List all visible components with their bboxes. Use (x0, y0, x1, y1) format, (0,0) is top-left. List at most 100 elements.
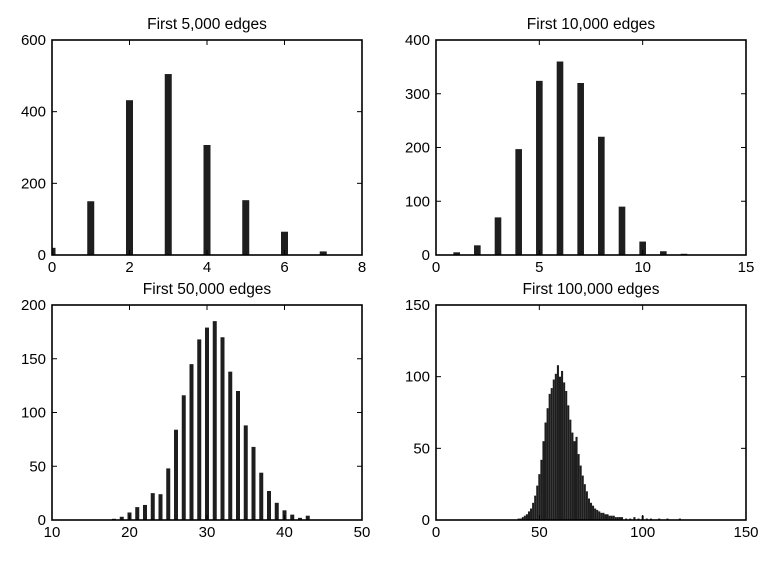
x-tick-label: 50 (354, 524, 371, 541)
y-tick-label: 600 (21, 32, 46, 49)
chart-title: First 10,000 edges (527, 16, 656, 33)
histogram-bar (527, 511, 531, 520)
histogram-bar (174, 429, 178, 520)
histogram-bar (521, 517, 524, 520)
histogram-bar (251, 446, 256, 520)
histogram-bar (544, 422, 547, 520)
histogram-bar (546, 408, 549, 520)
histogram-bar (536, 80, 543, 255)
x-tick-label: 4 (203, 259, 211, 276)
histogram-bar (610, 515, 613, 520)
histogram-bar (614, 517, 617, 520)
histogram-bar (577, 454, 580, 520)
histogram-bar (290, 514, 295, 521)
x-tick-label: 15 (738, 259, 755, 276)
y-tick-label: 0 (422, 512, 430, 529)
x-tick-label: 0 (48, 259, 56, 276)
histogram-bar (281, 231, 288, 255)
histogram-bar (205, 327, 209, 520)
histogram-bar (494, 217, 502, 256)
histogram-bar (594, 508, 597, 520)
histogram-bar (166, 468, 171, 520)
histogram-bar (618, 206, 626, 256)
histogram-bar (552, 379, 555, 520)
y-tick-label: 300 (405, 86, 430, 103)
histogram-bar (579, 465, 582, 520)
histogram-bar (550, 388, 553, 520)
histogram-bar (581, 475, 584, 520)
histogram-bar (540, 459, 543, 520)
y-tick-label: 400 (405, 32, 430, 49)
x-tick-label: 40 (276, 524, 293, 541)
histogram-bar (616, 517, 619, 520)
histogram-bar (523, 515, 526, 520)
histogram-bar (567, 405, 570, 520)
histogram-bar (583, 484, 586, 520)
histogram-bar (236, 391, 240, 520)
y-tick-label: 200 (405, 140, 430, 157)
histogram-bar (600, 512, 603, 520)
x-tick-label: 0 (432, 524, 440, 541)
histogram-bar (608, 515, 611, 520)
histogram-bar (556, 365, 559, 520)
histogram-bar (561, 370, 564, 520)
x-tick-label: 100 (630, 524, 655, 541)
histogram-bar (604, 514, 607, 520)
histogram-bar (453, 252, 460, 255)
y-tick-label: 100 (21, 405, 46, 422)
histogram-bar (164, 74, 172, 255)
histogram-bar (212, 321, 217, 521)
histogram-bar (573, 441, 576, 520)
histogram-bar (558, 376, 562, 520)
histogram-bar (554, 373, 557, 520)
x-tick-label: 8 (358, 259, 366, 276)
panel-first-50000-edges: First 50,000 edges 10 20 30 40 50 0 50 100 150 20… (21, 281, 370, 541)
histogram-bar (577, 83, 584, 255)
y-tick-label: 200 (21, 175, 46, 192)
histogram-bar (548, 393, 551, 520)
histogram-bar (556, 61, 564, 255)
histogram-bar (538, 474, 541, 520)
histogram-bar (189, 364, 194, 521)
y-tick-label: 50 (29, 458, 46, 475)
histogram-bar (660, 251, 667, 255)
histogram-bar (620, 517, 624, 520)
histogram-bar (119, 516, 124, 520)
x-tick-label: 10 (44, 524, 61, 541)
histogram-bar (259, 472, 264, 520)
histogram-bar (639, 241, 646, 255)
y-tick-label: 0 (422, 247, 430, 264)
axes-box (435, 39, 747, 256)
x-tick-label: 20 (121, 524, 138, 541)
x-tick-label: 5 (535, 259, 543, 276)
axes-box (435, 304, 747, 521)
histogram-bar (602, 512, 605, 520)
histogram-bar (220, 337, 225, 520)
histogram-bar (530, 508, 533, 520)
histogram-bar (158, 494, 163, 520)
y-tick-label: 150 (405, 297, 430, 314)
histogram-bar (515, 149, 522, 255)
y-tick-label: 200 (21, 297, 46, 314)
chart-title: First 50,000 edges (143, 281, 272, 298)
histogram-bar (569, 419, 572, 520)
x-tick-label: 50 (531, 524, 548, 541)
x-tick-label: 150 (733, 524, 758, 541)
histogram-bar (563, 382, 566, 520)
histogram-bar (243, 425, 248, 520)
histogram-bar (542, 441, 545, 520)
histogram-bar (197, 339, 202, 520)
histogram-bar (585, 491, 588, 520)
x-tick-label: 6 (280, 259, 288, 276)
panel-first-100000-edges: First 100,000 edges 0 50 100 150 0 50 100 150 (405, 281, 759, 541)
histogram-bar (565, 391, 568, 520)
histogram-bar (592, 505, 595, 520)
histogram-bar (87, 201, 95, 255)
histogram-bar (587, 498, 590, 520)
x-tick-label: 10 (634, 259, 651, 276)
histogram-bar (474, 245, 481, 255)
histogram-bar (571, 432, 574, 520)
y-tick-label: 100 (405, 193, 430, 210)
panel-first-5000-edges: First 5,000 edges 0 2 4 6 8 0 200 400 600 (21, 16, 366, 276)
